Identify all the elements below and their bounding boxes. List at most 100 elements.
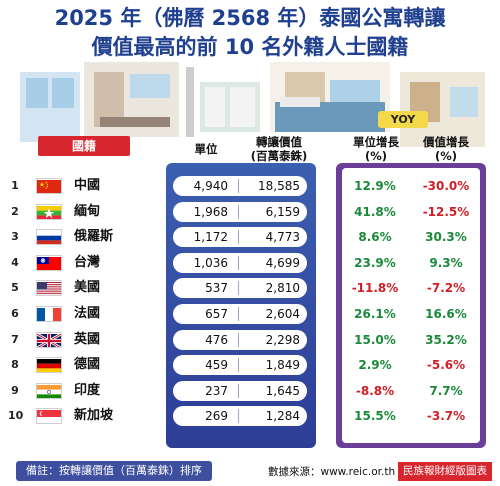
- country-name: 法國: [74, 306, 101, 321]
- unit-growth-header-line-2: (%): [364, 149, 388, 163]
- russia-flag-icon: [36, 229, 62, 246]
- unit-growth-value: 15.0%: [354, 332, 396, 347]
- rank-number: 4: [11, 255, 19, 269]
- country-header: 國籍: [38, 136, 130, 156]
- rank-number: 2: [11, 204, 19, 218]
- table-row: 6 法國 657 2,604 26.1% 16.6%: [0, 302, 500, 326]
- unit-growth-value: 12.9%: [354, 179, 396, 193]
- value-cell-box: [173, 176, 307, 196]
- france-flag-icon: [36, 306, 62, 322]
- value-header-line-2: (百萬泰銖): [250, 149, 308, 163]
- value-cell-box: [173, 304, 307, 324]
- units-value: 4,940: [193, 179, 228, 193]
- rank-number: 9: [11, 383, 19, 397]
- unit-growth-header-line-1: 單位增長: [353, 135, 399, 149]
- cell-divider: [238, 409, 239, 424]
- table-row: 4 台灣 1,036 4,699 23.9% 9.3%: [0, 251, 500, 275]
- value-growth-value: 7.7%: [429, 383, 463, 398]
- value-cell-box: [173, 278, 307, 299]
- cell-divider: [238, 281, 239, 296]
- cell-divider: [238, 230, 239, 245]
- rank-number: 6: [11, 307, 19, 320]
- transfer-value: 4,699: [265, 255, 300, 270]
- units-value: 237: [205, 383, 228, 398]
- country-name: 美國: [74, 280, 101, 296]
- value-cell-box: [173, 329, 307, 350]
- cell-divider: [238, 179, 239, 193]
- unit-growth-value: 15.5%: [354, 409, 396, 424]
- value-growth-header: 價值增長 (%): [416, 135, 476, 163]
- value-growth-value: 16.6%: [425, 307, 467, 321]
- singapore-flag-icon: [36, 408, 62, 425]
- transfer-value: 4,773: [265, 230, 300, 245]
- rank-number: 3: [11, 230, 19, 244]
- cell-divider: [238, 383, 239, 398]
- cell-divider: [238, 255, 239, 270]
- table-row: 1 中國 4,940 18,585 12.9% -30.0%: [0, 174, 500, 198]
- table-row: 2 緬甸 1,968 6,159 41.8% -12.5%: [0, 200, 500, 224]
- cell-divider: [238, 332, 239, 347]
- value-growth-value: -7.2%: [426, 281, 466, 296]
- value-cell-box: [173, 227, 307, 248]
- units-value: 657: [205, 307, 228, 321]
- units-value: 1,036: [193, 255, 228, 270]
- country-name: 德國: [74, 357, 101, 373]
- table-row: 8 德國 459 1,849 2.9% -5.6%: [0, 353, 500, 377]
- units-value: 1,968: [193, 204, 228, 219]
- country-name: 印度: [74, 382, 101, 398]
- country-name: 緬甸: [74, 203, 101, 219]
- table-row: 9 印度 237 1,645 -8.8% 7.7%: [0, 379, 500, 403]
- transfer-value: 2,298: [265, 332, 300, 347]
- apartment-illustration: [20, 62, 485, 147]
- value-growth-value: -12.5%: [422, 204, 470, 219]
- transfer-value: 1,849: [265, 358, 300, 373]
- rank-number: 1: [11, 179, 19, 192]
- table-row: 3 俄羅斯 1,172 4,773 8.6% 30.3%: [0, 225, 500, 249]
- value-cell-box: [173, 380, 307, 401]
- transfer-value: 6,159: [265, 204, 300, 219]
- yoy-panel-inner: [342, 168, 480, 443]
- myanmar-flag-icon: [36, 203, 62, 220]
- transfer-value: 2,604: [265, 307, 300, 321]
- country-name: 台灣: [74, 254, 101, 270]
- country-name: 英國: [74, 331, 101, 347]
- units-value: 459: [205, 358, 228, 373]
- title-line-2: 價值最高的前 10 名外籍人士國籍: [91, 35, 409, 59]
- value-growth-value: 30.3%: [425, 230, 467, 245]
- value-growth-header-line-2: (%): [434, 149, 458, 163]
- value-growth-value: -3.7%: [426, 409, 466, 424]
- unit-growth-value: 41.8%: [354, 204, 396, 219]
- unit-growth-value: -11.8%: [351, 281, 399, 296]
- units-value: 476: [205, 332, 228, 347]
- rank-number: 8: [11, 358, 19, 372]
- value-growth-header-line-1: 價值增長: [423, 135, 469, 149]
- china-flag-icon: [36, 178, 62, 194]
- transfer-value: 1,284: [265, 409, 300, 424]
- units-value: 269: [205, 409, 228, 424]
- rank-number: 10: [8, 409, 24, 423]
- value-cell-box: [173, 201, 307, 222]
- cell-divider: [238, 358, 239, 373]
- transfer-value: 2,810: [265, 281, 300, 296]
- value-cell-box: [173, 252, 307, 273]
- rank-number: 7: [11, 332, 19, 346]
- country-name: 新加坡: [74, 408, 114, 424]
- source-text: 數據來源：www.reic.or.th: [268, 466, 396, 478]
- germany-flag-icon: [36, 357, 62, 374]
- unit-growth-header: 單位增長 (%): [346, 135, 406, 163]
- value-cell-box: [173, 406, 307, 427]
- yoy-badge: YOY: [378, 111, 428, 128]
- cell-divider: [238, 204, 239, 219]
- units-value: 1,172: [193, 230, 228, 245]
- unit-growth-value: 26.1%: [354, 307, 396, 321]
- unit-growth-value: 2.9%: [358, 358, 392, 373]
- unit-growth-value: 8.6%: [358, 230, 392, 245]
- cell-divider: [238, 307, 239, 321]
- value-growth-value: 35.2%: [425, 332, 467, 347]
- value-growth-value: -5.6%: [426, 358, 466, 373]
- uk-flag-icon: [36, 331, 62, 348]
- units-header: 單位: [194, 142, 218, 156]
- units-value: 537: [205, 281, 228, 296]
- title-line-1: 2025 年（佛曆 2568 年）泰國公寓轉讓: [54, 6, 446, 30]
- country-name: 中國: [74, 178, 101, 193]
